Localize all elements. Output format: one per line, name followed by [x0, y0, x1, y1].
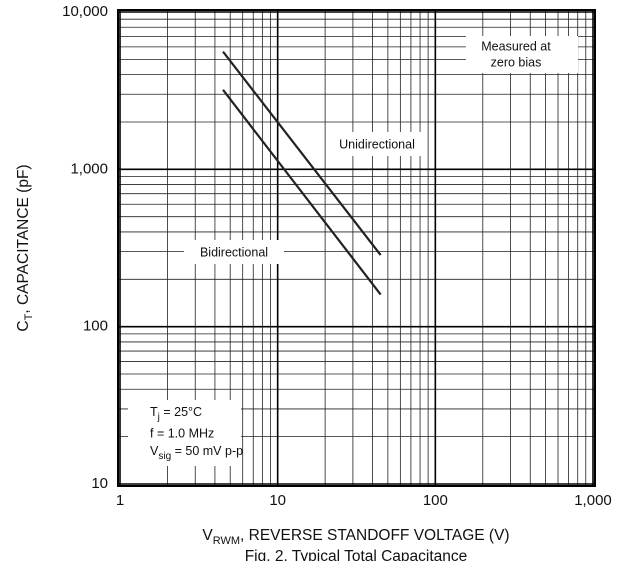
note: zero bias	[491, 55, 542, 69]
subscript: RWM	[213, 535, 240, 547]
series-line	[222, 89, 382, 296]
note: Measured at	[481, 39, 551, 53]
condition: Vsig = 50 mV p-p	[150, 444, 243, 461]
marks	[222, 50, 382, 296]
conditions-box	[128, 400, 241, 466]
text: V	[202, 527, 213, 544]
text: , REVERSE STANDOFF VOLTAGE (V)	[240, 527, 510, 544]
condition: f = 1.0 MHz	[150, 426, 214, 440]
text: T	[150, 405, 158, 419]
series-label: Unidirectional	[339, 137, 415, 151]
series-line	[222, 50, 382, 256]
text: = 25°C	[160, 405, 202, 419]
series-label: Bidirectional	[200, 245, 268, 259]
text: V	[150, 444, 159, 458]
label-box	[184, 240, 284, 264]
text: C	[15, 320, 32, 331]
plot-frame	[117, 9, 596, 487]
x-axis-label: VRWM, REVERSE STANDOFF VOLTAGE (V)	[202, 527, 509, 547]
x-tick-label: 10	[269, 492, 286, 509]
condition: Tj = 25°C	[150, 405, 202, 422]
label-box	[330, 132, 426, 156]
text: , CAPACITANCE (pF)	[15, 164, 32, 313]
y-tick-label: 100	[83, 318, 108, 335]
x-tick-label: 1	[116, 492, 124, 509]
y-tick-label: 1,000	[70, 160, 108, 177]
y-tick-label: 10	[91, 475, 108, 492]
x-tick-label: 100	[423, 492, 448, 509]
subscript: j	[157, 412, 160, 423]
x-tick-label: 1,000	[574, 492, 612, 509]
subscript: T	[23, 313, 35, 320]
y-tick-label: 10,000	[62, 3, 108, 20]
y-axis-label: CT, CAPACITANCE (pF)	[15, 164, 35, 331]
text: = 50 mV p-p	[171, 444, 243, 458]
subscript: sig	[158, 451, 171, 462]
note-box	[466, 36, 578, 73]
caption: Fig. 2. Typical Total Capacitance	[245, 548, 468, 561]
